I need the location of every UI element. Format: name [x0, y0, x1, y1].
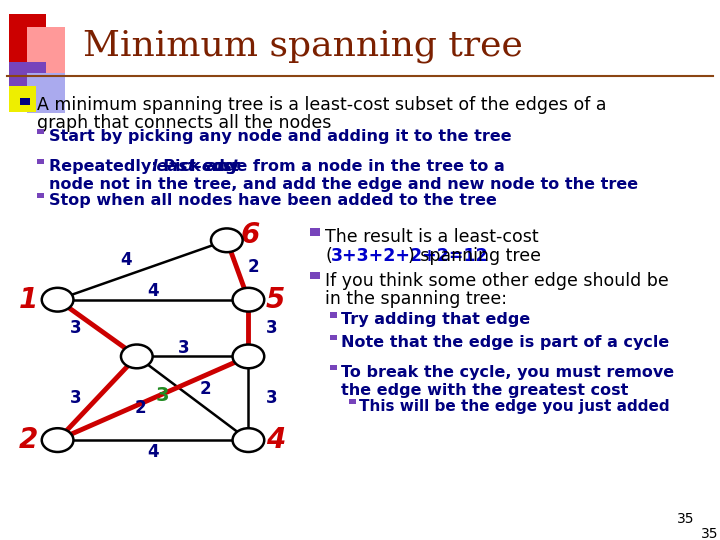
Text: node not in the tree, and add the edge and new node to the tree: node not in the tree, and add the edge a…	[49, 177, 638, 192]
Text: in the spanning tree:: in the spanning tree:	[325, 290, 508, 308]
Text: 1: 1	[19, 286, 38, 314]
Text: 3: 3	[156, 386, 168, 405]
Text: Minimum spanning tree: Minimum spanning tree	[83, 29, 523, 63]
Circle shape	[211, 228, 243, 252]
Text: 4: 4	[120, 251, 132, 269]
Text: A minimum spanning tree is a least-cost subset of the edges of a: A minimum spanning tree is a least-cost …	[37, 96, 607, 114]
Text: 35: 35	[677, 512, 694, 526]
Bar	[27, 27, 65, 78]
Circle shape	[233, 428, 264, 452]
Text: Repeatedly: Pick any: Repeatedly: Pick any	[49, 159, 245, 174]
Text: 3+3+2+2+2=12: 3+3+2+2+2=12	[330, 247, 488, 265]
Bar	[310, 272, 320, 279]
Text: (: (	[325, 247, 332, 265]
Circle shape	[42, 288, 73, 312]
Bar	[349, 399, 356, 404]
Text: Try adding that edge: Try adding that edge	[341, 312, 531, 327]
Text: 3: 3	[70, 389, 81, 407]
Bar	[330, 335, 337, 340]
Text: 4: 4	[147, 443, 159, 461]
Text: 2: 2	[134, 399, 146, 417]
Text: 2: 2	[199, 380, 212, 397]
Text: 3: 3	[266, 389, 277, 407]
Circle shape	[233, 288, 264, 312]
Bar	[330, 364, 337, 370]
Text: 2: 2	[248, 258, 259, 276]
Text: 3: 3	[178, 339, 190, 357]
Text: least-cost: least-cost	[151, 159, 240, 174]
Bar	[20, 98, 30, 105]
Circle shape	[233, 345, 264, 368]
Text: Start by picking any node and adding it to the tree: Start by picking any node and adding it …	[49, 129, 512, 144]
Circle shape	[121, 345, 153, 368]
Bar	[9, 62, 46, 103]
Text: If you think some other edge should be: If you think some other edge should be	[325, 272, 669, 289]
Text: graph that connects all the nodes: graph that connects all the nodes	[37, 114, 332, 132]
Text: 35: 35	[701, 526, 718, 540]
Bar	[27, 73, 65, 113]
Bar	[37, 159, 44, 164]
Circle shape	[42, 428, 73, 452]
Text: 4: 4	[266, 426, 285, 454]
Text: This will be the edge you just added: This will be the edge you just added	[359, 399, 670, 414]
Text: To break the cycle, you must remove: To break the cycle, you must remove	[341, 364, 675, 380]
Text: 6: 6	[240, 221, 259, 249]
Text: 3: 3	[266, 319, 277, 337]
Text: Note that the edge is part of a cycle: Note that the edge is part of a cycle	[341, 335, 670, 350]
Bar	[9, 14, 46, 65]
Bar	[37, 193, 44, 198]
Text: 3: 3	[70, 319, 81, 337]
Text: the edge with the greatest cost: the edge with the greatest cost	[341, 383, 629, 398]
Bar	[330, 312, 337, 318]
Text: The result is a least-cost: The result is a least-cost	[325, 228, 539, 246]
Bar	[310, 228, 320, 236]
Bar	[9, 86, 36, 112]
Text: edge from a node in the tree to a: edge from a node in the tree to a	[197, 159, 504, 174]
Text: 2: 2	[19, 426, 38, 454]
Text: 5: 5	[266, 286, 285, 314]
Text: 4: 4	[147, 282, 159, 300]
Text: Stop when all nodes have been added to the tree: Stop when all nodes have been added to t…	[49, 193, 497, 208]
Bar	[37, 129, 44, 134]
Text: ) spanning tree: ) spanning tree	[408, 247, 541, 265]
